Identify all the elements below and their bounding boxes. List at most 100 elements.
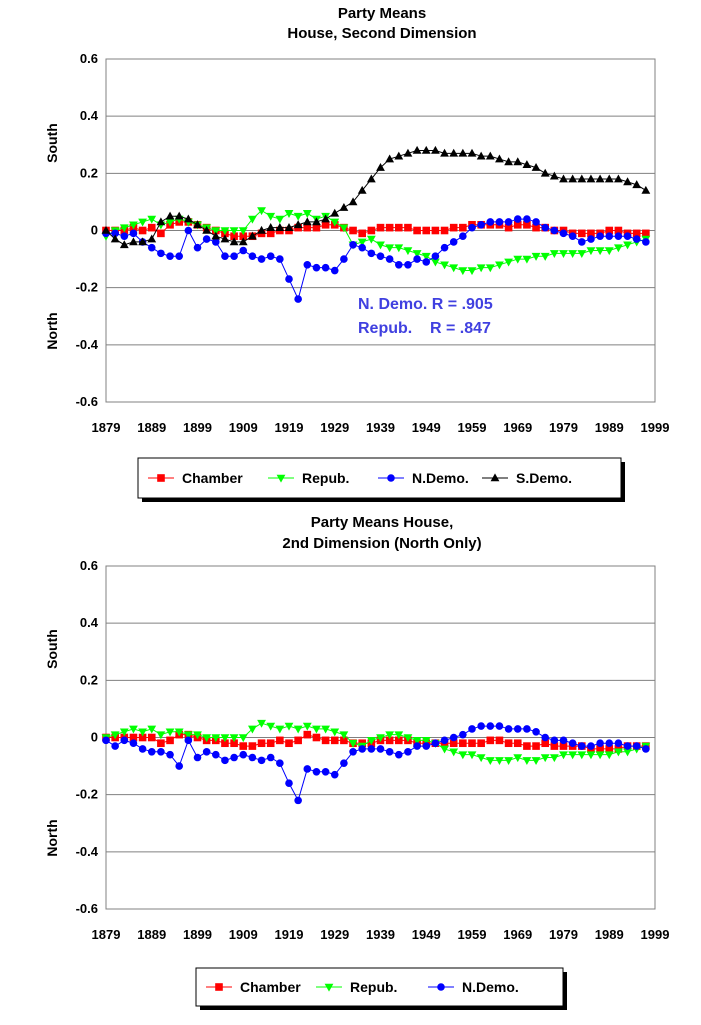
chart-1-point-s-demo — [321, 214, 330, 223]
chart-2-point-repub — [495, 757, 504, 765]
chart-1-point-chamber — [321, 220, 330, 229]
chart-2-point-n-demo — [632, 742, 641, 750]
chart-1-point-repub — [119, 224, 129, 233]
chart-2-point-chamber — [230, 739, 238, 748]
chart-2-point-n-demo — [523, 725, 531, 733]
chart-1-point-n-demo — [184, 226, 193, 235]
chart-1-point-n-demo — [385, 255, 394, 263]
chart-2-point-repub — [119, 728, 129, 737]
chart-1-legend-marker-s-demo — [490, 473, 500, 482]
chart-2-point-n-demo — [349, 747, 357, 756]
chart-2-x-tick-label: 1889 — [137, 927, 166, 942]
chart-2-point-chamber — [532, 742, 540, 750]
chart-1-point-s-demo — [193, 220, 202, 229]
chart-2-point-repub — [531, 757, 541, 765]
chart-2-point-n-demo — [330, 770, 339, 779]
chart-2-point-repub — [604, 751, 614, 760]
chart-1-ylabel-south: South — [44, 123, 60, 163]
chart-1-point-s-demo — [293, 220, 303, 229]
chart-1-point-n-demo — [578, 238, 586, 246]
chart-1-point-chamber — [523, 220, 531, 229]
chart-2-point-n-demo — [495, 722, 504, 730]
chart-2-point-repub — [156, 731, 166, 740]
chart-1-point-s-demo — [458, 148, 468, 157]
chart-2-x-tick-label: 1969 — [503, 927, 532, 942]
chart-2-point-n-demo — [303, 765, 312, 773]
chart-2-point-repub — [623, 748, 632, 757]
chart-1-point-repub — [604, 247, 614, 256]
chart-1-legend-label-chamber: Chamber — [182, 470, 243, 486]
chart-2-point-repub — [266, 722, 276, 731]
chart-2-y-tick-label: 0.4 — [80, 615, 99, 630]
chart-1-point-chamber — [230, 232, 238, 241]
chart-2-y-tick-label: -0.2 — [76, 787, 98, 802]
chart-1-point-n-demo — [550, 226, 559, 235]
chart-2-point-n-demo — [294, 796, 302, 805]
chart-2-point-chamber — [486, 736, 495, 745]
chart-1-point-s-demo — [129, 237, 138, 246]
chart-2-point-repub — [449, 748, 459, 757]
chart-1-y-tick-label: -0.4 — [76, 337, 99, 352]
chart-1-point-repub — [421, 252, 431, 261]
chart-2-point-repub — [138, 728, 147, 737]
chart-1-point-n-demo — [193, 243, 202, 252]
chart-1-point-repub — [339, 224, 349, 233]
chart-1-point-s-demo — [357, 185, 367, 194]
chart-2-point-repub — [485, 757, 495, 765]
chart-1-point-n-demo — [376, 252, 385, 261]
chart-1-point-n-demo — [285, 275, 293, 283]
chart-2-point-repub — [366, 737, 376, 745]
chart-1-point-repub — [266, 212, 276, 221]
chart-1-point-s-demo — [385, 154, 395, 163]
chart-2-point-repub — [248, 725, 257, 734]
chart-2-point-chamber — [449, 739, 458, 748]
chart-2-legend-label-n-demo: N.Demo. — [462, 979, 519, 995]
chart-1-point-n-demo — [468, 223, 476, 232]
chart-2-point-chamber — [294, 736, 302, 745]
chart-1-point-s-demo — [632, 180, 642, 189]
chart-1-point-n-demo — [587, 235, 595, 243]
chart-1-point-s-demo — [394, 151, 404, 160]
chart-2-point-repub — [211, 734, 221, 743]
chart-1-point-chamber — [312, 223, 321, 232]
chart-1-point-repub — [595, 247, 605, 256]
chart-1-x-tick-label: 1909 — [229, 420, 258, 435]
chart-1-point-n-demo — [330, 266, 339, 275]
chart-2-point-repub — [165, 728, 175, 737]
chart-2-point-repub — [129, 725, 138, 734]
chart-1-point-s-demo — [604, 174, 614, 183]
chart-2-x-tick-label: 1909 — [229, 927, 258, 942]
chart-2-point-n-demo — [138, 745, 147, 753]
chart-1-point-repub — [540, 252, 550, 261]
chart-2-point-chamber — [559, 742, 568, 750]
chart-1-point-n-demo — [431, 252, 440, 261]
chart-2-point-repub — [339, 731, 349, 740]
chart-1-point-n-demo — [276, 255, 284, 263]
chart-2-point-repub — [513, 754, 523, 763]
chart-2-point-repub — [476, 754, 486, 763]
chart-1-point-chamber — [157, 229, 165, 238]
chart-1-point-s-demo — [495, 154, 504, 163]
chart-2-point-chamber — [541, 739, 549, 748]
chart-1-point-s-demo — [623, 177, 632, 186]
chart-1-point-s-demo — [531, 163, 541, 171]
chart-1-point-n-demo — [459, 232, 467, 241]
chart-1-point-chamber — [504, 223, 513, 232]
chart-1-x-tick-label: 1879 — [92, 420, 121, 435]
chart-2-point-n-demo — [147, 747, 156, 756]
chart-1-point-s-demo — [366, 174, 376, 183]
chart-2-y-tick-label: 0.6 — [80, 558, 98, 573]
chart-1-point-repub — [403, 247, 413, 256]
chart-1-point-s-demo — [339, 203, 349, 211]
chart-1-point-chamber — [404, 223, 412, 232]
chart-1-point-chamber — [367, 226, 376, 235]
chart-1-point-n-demo — [157, 249, 165, 258]
chart-2-point-chamber — [221, 739, 229, 748]
chart-2-point-chamber — [495, 736, 504, 745]
chart-1-y-tick-label: 0.6 — [80, 51, 98, 66]
chart-2-legend-marker-n-demo — [437, 983, 445, 991]
chart-1-point-s-demo — [275, 223, 285, 231]
chart-2-point-n-demo — [248, 753, 257, 762]
chart-2-x-tick-label: 1899 — [183, 927, 212, 942]
